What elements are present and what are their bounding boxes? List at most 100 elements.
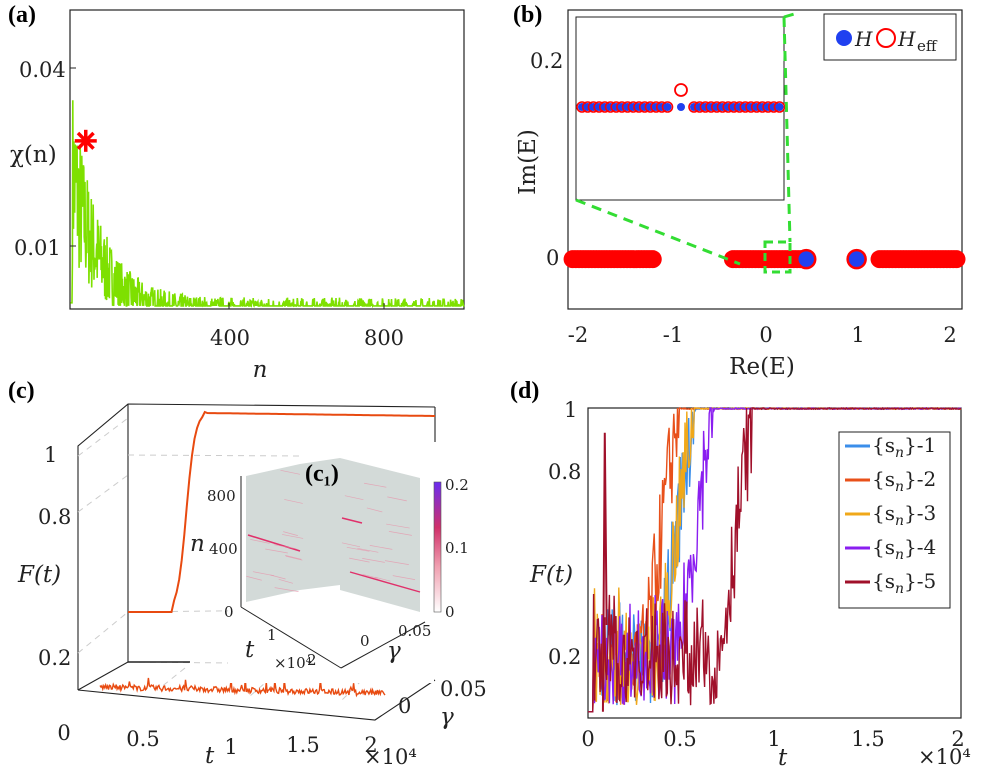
c-inset-faint-streak <box>366 507 383 513</box>
c-inset-faint-streak <box>283 531 298 536</box>
c-inset-streak <box>341 517 363 524</box>
panel-a-frame <box>69 9 465 310</box>
b-inset-zero-mode-Heff <box>674 83 688 97</box>
c-ylabel: F(t) <box>17 562 61 588</box>
d-ylabel: F(t) <box>529 562 573 588</box>
c-fidelity-curve-gamma-high <box>128 410 435 613</box>
c-inset-faint-streak <box>274 587 299 592</box>
c-fidelity-curve-gamma-zero <box>99 677 386 698</box>
d-xtick-4: 2 <box>951 727 964 751</box>
b-legend-label-Heff: H <box>897 27 916 51</box>
c-inset-faint-streak <box>285 555 302 560</box>
c-inset-faint-streak <box>285 555 303 561</box>
c-inset-slab-1 <box>246 464 300 602</box>
b-zoom-line-right <box>782 16 792 243</box>
c-inset-xtick-1: 1 <box>267 626 277 644</box>
c-inset-faint-streak <box>273 544 297 550</box>
b-inset-point-Heff <box>773 101 786 113</box>
b-xtick-4: 2 <box>943 323 956 347</box>
c-xtick-1: 0.5 <box>126 727 159 751</box>
panel-d: (d) 1 0.8 0.2 F(t) 0 0.5 1 1.5 2 t ×10⁴ … <box>510 378 971 769</box>
d-ytick-0: 0.2 <box>548 645 581 669</box>
panel-c: (c) 1 0.8 0.2 F(t) 0 0.5 1 1.5 2 <box>8 378 487 769</box>
c-inset: (c₁) 800 400 n 0 1 2 t ×10⁴ 0 0.05 γ 0 <box>190 458 469 683</box>
c-inset-cbar-tick-2: 0.2 <box>445 476 469 494</box>
b-legend-label-Heff-sub: eff <box>917 37 938 55</box>
c-inset-streak <box>349 571 421 593</box>
b-legend-label-H: H <box>854 27 873 51</box>
c-x-multiplier: ×10⁴ <box>364 745 417 769</box>
c-inset-colorbar <box>433 481 442 613</box>
c-inset-slab-1-top <box>300 458 340 590</box>
b-inset-point-H <box>663 103 672 111</box>
c-inset-slab-2 <box>340 458 420 612</box>
c-inset-x-multiplier: ×10⁴ <box>274 654 312 672</box>
chi-series-line <box>70 100 465 309</box>
c-inset-faint-streak <box>246 575 262 581</box>
c-inset-faint-streak <box>375 576 391 582</box>
c-inset-xtick-2: 2 <box>307 651 317 669</box>
d-legend-label: {sn}-1 <box>872 433 936 461</box>
c-inset-ztick-0: 0 <box>360 632 370 650</box>
d-series-group <box>588 406 962 713</box>
b-xtick-0: -2 <box>568 323 588 347</box>
c-inset-faint-streak <box>250 539 270 544</box>
c-inset-faint-streak <box>344 495 364 501</box>
c-inset-ytick-base: 0 <box>224 603 234 621</box>
b-xtick-2: 0 <box>759 323 772 347</box>
c-inset-ztick-1: 0.05 <box>398 622 431 640</box>
c-inset-ytick-1: 800 <box>207 487 236 505</box>
d-legend-label: {sn}-3 <box>872 501 936 529</box>
panel-a: (a) 0.04 0.01 400 800 n χ(n) <box>8 2 465 383</box>
c-ytick-2: 1 <box>44 443 57 467</box>
d-xtick-1: 0.5 <box>663 727 696 751</box>
c-inset-faint-streak <box>346 546 370 552</box>
b-ytick-1: 0.2 <box>530 49 563 73</box>
c-inset-ylabel: n <box>190 531 205 557</box>
d-xlabel: t <box>778 745 788 769</box>
d-ytick-2: 1 <box>564 398 577 422</box>
b-legend-marker-Heff <box>876 28 896 48</box>
c-box-floor-left <box>77 661 129 691</box>
c-inset-faint-streak <box>265 548 288 554</box>
c-inset-streaks <box>246 469 421 593</box>
c-inset-faint-streak <box>384 560 409 565</box>
b-isolated-state <box>846 248 867 270</box>
c-ytick-1: 0.8 <box>38 505 71 529</box>
c-ytick-0: 0.2 <box>38 646 71 670</box>
b-inset-zero-mode-H <box>677 103 685 111</box>
c-inset-axis-t <box>240 606 342 669</box>
c-inset-faint-streak <box>284 499 303 504</box>
d-x-multiplier: ×10⁴ <box>918 745 971 769</box>
panel-b-frame <box>567 9 963 310</box>
c-inset-zlabel: γ <box>387 638 401 664</box>
panel-c-label: (c) <box>8 378 35 404</box>
c-xtick-2: 1 <box>224 735 237 759</box>
d-legend-label: {sn}-2 <box>872 467 936 495</box>
b-eigenvalue-points <box>563 248 966 270</box>
b-inset-points <box>576 83 786 113</box>
a-ytick-0: 0.01 <box>14 236 61 260</box>
c-inset-faint-streak <box>349 557 370 563</box>
c-xtick-4: 2 <box>364 733 377 757</box>
d-legend-items: {sn}-1 {sn}-2 {sn}-3 {sn}-4 {sn}-5 <box>845 433 936 597</box>
c-inset-xlabel: t <box>245 637 255 663</box>
d-legend-label: {sn}-5 <box>872 569 936 597</box>
b-inset-point-H <box>775 103 784 111</box>
c-inset-faint-streak <box>270 574 286 580</box>
c-inset-faint-streak <box>341 542 361 548</box>
d-xtick-2: 1 <box>767 727 780 751</box>
c-inset-faint-streak <box>386 523 410 529</box>
d-legend <box>838 431 951 609</box>
c-inset-streak <box>247 534 301 552</box>
d-xtick-3: 1.5 <box>851 727 884 751</box>
b-inset-point-Heff <box>661 101 674 113</box>
a-ytick-1: 0.04 <box>19 58 66 82</box>
c-ztick-0: 0 <box>398 694 411 718</box>
d-series-5-spike <box>601 432 608 712</box>
b-zoom-line-left <box>575 198 741 266</box>
c-ztick-1: 0.05 <box>440 677 487 701</box>
c-box-floor-edges <box>77 679 436 721</box>
c-box-back-edges <box>77 403 436 690</box>
